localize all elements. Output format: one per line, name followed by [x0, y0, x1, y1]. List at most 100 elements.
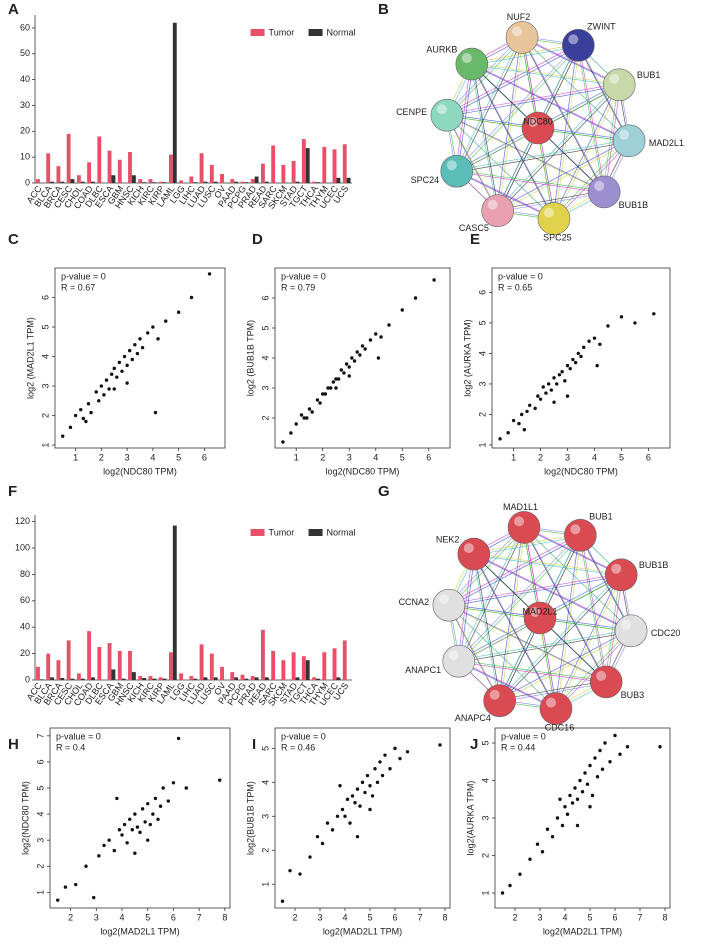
bar	[220, 173, 224, 183]
edge	[449, 575, 623, 607]
annotation: p-value = 0	[498, 271, 543, 281]
point	[358, 353, 362, 357]
x-tick-label: 2	[512, 912, 517, 922]
x-tick-label: 5	[145, 912, 150, 922]
node-label: BUB1	[637, 70, 661, 80]
node	[564, 519, 597, 552]
y-tick-label: 40	[20, 622, 30, 632]
y-tick-label: 2	[260, 848, 270, 853]
point	[184, 786, 188, 790]
bar	[91, 181, 95, 183]
y-tick-label: 2	[40, 413, 50, 418]
point	[568, 366, 572, 371]
legend-label: Tumor	[269, 527, 295, 537]
edge	[472, 533, 580, 554]
x-tick-label: 8	[222, 912, 227, 922]
y-tick-label: 6	[35, 759, 45, 764]
bar	[254, 677, 259, 680]
x-tick-label: 5	[587, 912, 592, 922]
point	[135, 825, 140, 829]
bar	[36, 179, 40, 183]
point	[171, 781, 176, 785]
annotation: p-value = 0	[56, 731, 101, 741]
bar	[342, 640, 347, 680]
point	[289, 431, 293, 435]
point	[518, 872, 522, 876]
edge	[445, 83, 619, 115]
y-tick-label: 0	[25, 674, 30, 684]
bar	[107, 643, 112, 680]
node-highlight	[611, 563, 622, 574]
node	[523, 601, 557, 635]
bar	[91, 677, 95, 680]
edge	[472, 64, 621, 87]
point	[120, 833, 124, 837]
point	[112, 366, 116, 371]
bar	[179, 673, 184, 680]
point	[133, 812, 137, 816]
point	[528, 403, 532, 407]
annotation: p-value = 0	[61, 271, 106, 281]
node	[562, 29, 595, 62]
edge	[457, 171, 606, 194]
point	[598, 748, 602, 753]
point	[350, 356, 354, 360]
y-tick-label: 5	[480, 740, 490, 745]
edge	[447, 115, 556, 220]
edge	[496, 139, 629, 210]
node	[604, 558, 638, 592]
point	[153, 796, 158, 801]
bar	[128, 151, 132, 183]
point	[400, 308, 404, 312]
point	[558, 797, 562, 801]
point	[606, 324, 610, 328]
bar	[203, 181, 208, 183]
point	[374, 332, 378, 336]
point	[156, 817, 160, 822]
edge	[500, 682, 608, 703]
y-axis-label: log2(NDC80 TPM)	[20, 781, 30, 855]
point	[321, 392, 325, 396]
point	[571, 357, 575, 362]
bar	[148, 676, 153, 680]
point	[117, 828, 122, 832]
edge	[498, 192, 606, 213]
bar	[234, 181, 239, 183]
bar	[148, 179, 153, 183]
point	[343, 814, 347, 819]
edge	[457, 659, 556, 708]
edge	[474, 554, 633, 633]
edge	[470, 62, 629, 141]
x-tick-label: 6	[426, 452, 431, 462]
annotation: R = 0.44	[501, 742, 535, 752]
y-tick-label: 3	[260, 385, 270, 390]
point	[552, 400, 556, 404]
point	[189, 295, 194, 300]
node-highlight	[609, 73, 620, 84]
edge	[459, 528, 526, 663]
point	[517, 421, 521, 426]
bar	[56, 660, 61, 680]
node-label: ANAPC1	[405, 665, 441, 675]
node	[455, 47, 489, 81]
node-label: CDC20	[651, 628, 681, 638]
bar	[295, 677, 300, 680]
edge	[457, 141, 631, 173]
bar	[131, 175, 136, 183]
point	[122, 822, 127, 827]
node-label: CASC5	[459, 223, 489, 233]
bar	[209, 164, 214, 183]
x-tick-label: 4	[373, 452, 378, 462]
point	[61, 434, 65, 438]
point	[288, 868, 292, 873]
edge	[457, 65, 474, 173]
node-label: MAD2L1	[522, 606, 557, 616]
point	[353, 801, 357, 805]
node-highlight	[487, 199, 498, 210]
point	[143, 820, 147, 824]
panel-letter: B	[378, 1, 389, 18]
plot-frame	[274, 267, 451, 449]
node-label: CDC16	[545, 723, 575, 733]
y-tick-label: 5	[40, 325, 50, 330]
edge	[457, 629, 631, 661]
